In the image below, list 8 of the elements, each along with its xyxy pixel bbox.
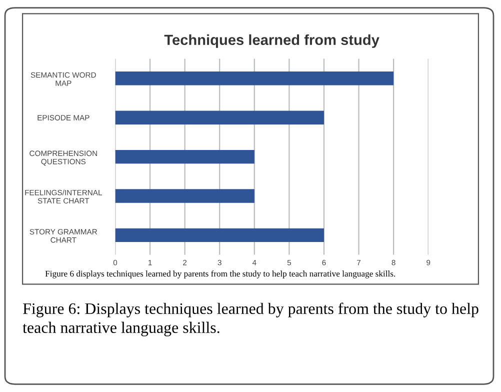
bar xyxy=(115,150,254,164)
bar xyxy=(115,189,254,203)
chart-title: Techniques learned from study xyxy=(164,34,380,48)
bar xyxy=(115,228,324,242)
bar xyxy=(115,72,394,86)
caption: Figure 6 displays techniques learned by parents from the study to help teach narrative language skills. xyxy=(45,270,396,278)
bar xyxy=(115,110,324,124)
caption: Figure 6: Displays techniques learned by parents from the study to help teach narrative language skills. xyxy=(22,302,478,336)
